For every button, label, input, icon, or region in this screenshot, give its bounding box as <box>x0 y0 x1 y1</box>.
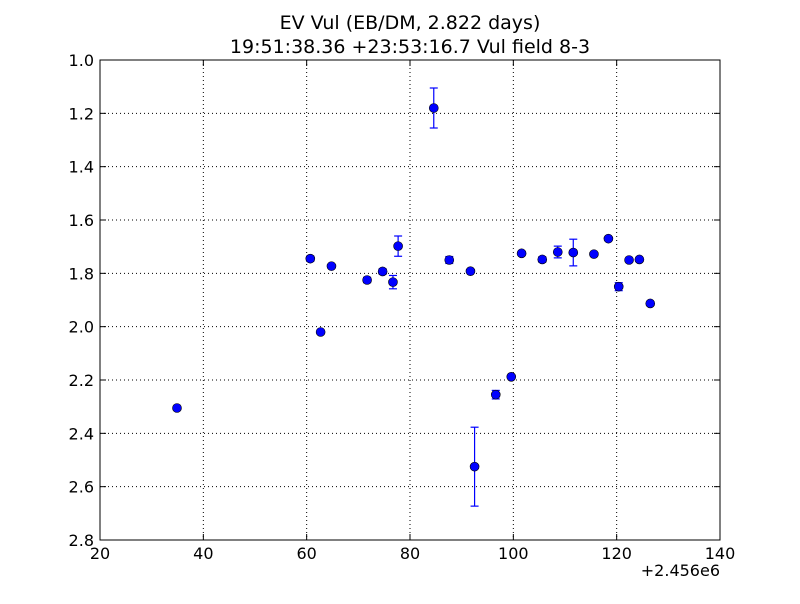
y-tick-label: 2.4 <box>69 424 94 443</box>
data-point <box>172 403 182 413</box>
point-marker <box>315 327 326 337</box>
data-point <box>490 389 501 400</box>
data-point <box>568 238 579 267</box>
data-point <box>634 254 645 265</box>
y-tick-label: 1.4 <box>69 158 94 177</box>
data-point <box>613 281 624 292</box>
point-marker <box>444 255 455 265</box>
y-tick-label: 1.0 <box>69 51 94 70</box>
y-tick-label: 2.6 <box>69 478 94 497</box>
data-point <box>624 255 634 265</box>
point-marker <box>603 233 614 244</box>
x-offset-label: +2.456e6 <box>641 561 720 580</box>
point-marker <box>552 247 563 257</box>
data-point <box>388 274 398 290</box>
point-marker <box>537 254 548 265</box>
data-points <box>172 87 656 507</box>
x-tick-label: 80 <box>400 544 420 563</box>
data-point <box>315 327 326 337</box>
point-marker <box>634 254 645 265</box>
y-tick-label: 1.8 <box>69 264 94 283</box>
point-marker <box>490 389 501 400</box>
point-marker <box>377 266 388 277</box>
data-point <box>516 248 527 259</box>
data-point <box>393 235 403 257</box>
data-point <box>428 87 439 129</box>
point-marker <box>465 266 476 277</box>
y-tick-label: 2.8 <box>69 531 94 550</box>
data-point <box>603 233 614 244</box>
x-tick-label: 140 <box>705 544 736 563</box>
data-point <box>589 249 599 259</box>
y-tick-label: 2.0 <box>69 318 94 337</box>
point-marker <box>506 371 517 382</box>
point-marker <box>645 298 656 309</box>
point-marker <box>362 275 372 285</box>
plot-frame <box>99 59 721 541</box>
x-tick-label: 40 <box>193 544 213 563</box>
data-point <box>377 266 388 277</box>
point-marker <box>326 261 337 271</box>
point-marker <box>589 249 599 259</box>
x-tick-label: 120 <box>601 544 632 563</box>
point-marker <box>172 403 182 413</box>
data-point <box>444 255 455 265</box>
point-marker <box>624 255 634 265</box>
point-marker <box>393 241 403 251</box>
grid <box>100 60 720 540</box>
data-point <box>537 254 548 265</box>
point-marker <box>469 461 480 472</box>
data-point <box>552 245 563 259</box>
point-marker <box>388 277 398 287</box>
data-point <box>326 261 337 271</box>
data-point <box>506 371 517 382</box>
x-tick-label: 100 <box>498 544 529 563</box>
tick-labels: 20 40 60 80 100 120 140 1.0 1.2 1.4 1.6 1.8 2.0 2.2 2.… <box>69 51 736 563</box>
data-point <box>305 253 316 264</box>
data-point <box>465 266 476 277</box>
point-marker <box>568 247 579 258</box>
chart-title: EV Vul (EB/DM, 2.822 days) <box>280 12 541 34</box>
data-point <box>362 275 372 285</box>
y-tick-label: 1.6 <box>69 211 94 230</box>
point-marker <box>613 281 624 292</box>
point-marker <box>428 103 439 113</box>
data-point <box>645 298 656 309</box>
chart-subtitle: 19:51:38.36 +23:53:16.7 Vul field 8-3 <box>230 36 590 58</box>
y-tick-label: 2.2 <box>69 371 94 390</box>
point-marker <box>305 253 316 264</box>
data-point <box>469 426 480 507</box>
y-tick-label: 1.2 <box>69 104 94 123</box>
x-tick-label: 60 <box>296 544 316 563</box>
point-marker <box>516 248 527 259</box>
x-tick-label: 20 <box>90 544 110 563</box>
